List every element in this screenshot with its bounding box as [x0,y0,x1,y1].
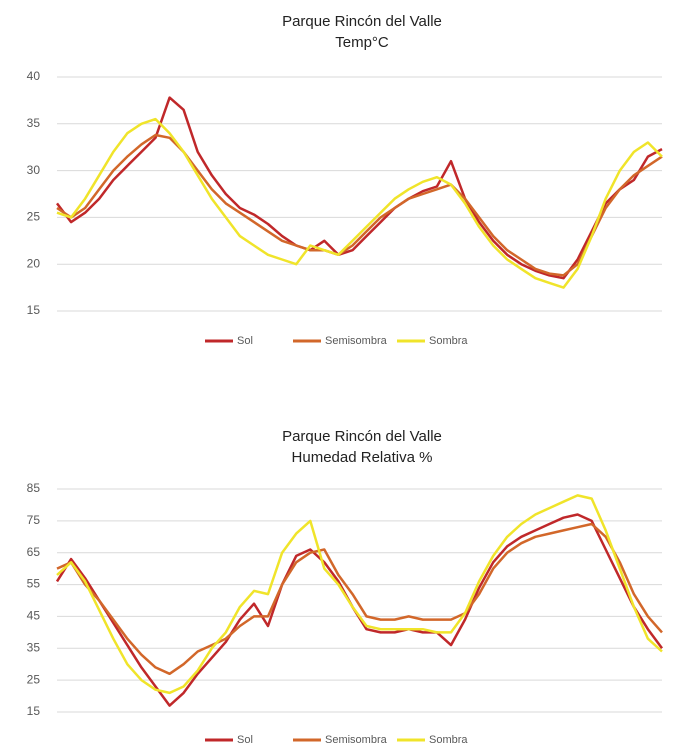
chart-title: Parque Rincón del Valle [282,428,442,445]
y-tick-label: 35 [27,116,41,130]
y-tick-label: 75 [27,513,41,527]
series-line [56,96,663,280]
chart-title: Parque Rincón del Valle [282,13,442,30]
y-tick-label: 40 [27,69,41,83]
y-tick-label: 45 [27,609,41,623]
y-tick-label: 25 [27,672,41,686]
series-line [56,133,663,277]
y-tick-label: 15 [27,704,41,718]
legend-label: Sol [237,734,253,744]
y-tick-label: 35 [27,640,41,654]
legend-label: Sombra [429,734,468,744]
y-tick-label: 65 [27,545,41,559]
legend-label: Sombra [429,335,468,347]
series-line [56,494,663,695]
y-tick-label: 30 [27,163,41,177]
legend-label: Sol [237,335,253,347]
chart-subtitle: Humedad Relativa % [292,449,433,466]
series-line [56,117,663,289]
chart-subtitle: Temp°C [335,34,389,51]
y-tick-label: 15 [27,303,41,317]
y-tick-label: 25 [27,210,41,224]
y-tick-label: 55 [27,577,41,591]
y-tick-label: 85 [27,481,41,495]
legend-label: Semisombra [325,734,388,744]
y-tick-label: 20 [27,256,41,270]
series-line [55,513,664,707]
legend-label: Semisombra [325,335,388,347]
series-line [56,522,663,676]
